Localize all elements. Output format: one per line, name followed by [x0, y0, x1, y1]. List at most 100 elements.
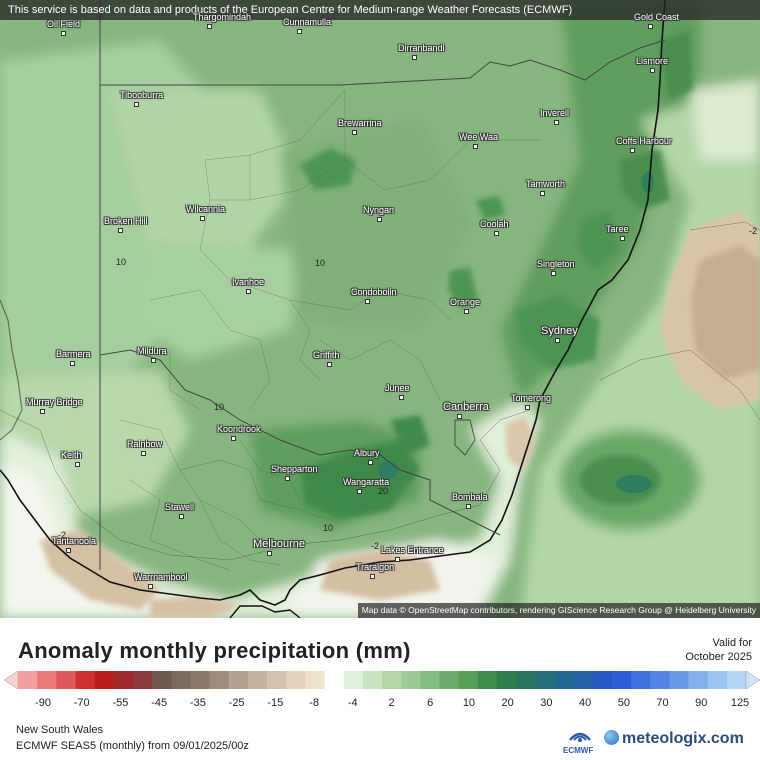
colorbar-tick-label: -35 — [189, 697, 206, 709]
colorbar-bin — [324, 671, 345, 689]
valid-for: Valid for October 2025 — [685, 636, 752, 664]
city-label: Warrnambool — [134, 572, 188, 582]
city-marker — [61, 31, 66, 36]
colorbar-bin — [439, 671, 460, 689]
contour-value: 20 — [378, 486, 389, 496]
city-marker — [620, 236, 625, 241]
city-marker — [377, 217, 382, 222]
city-label: Tomerong — [511, 393, 552, 403]
city-label: Tantanoola — [52, 536, 97, 546]
city-label: Broken Hill — [104, 216, 148, 226]
colorbar-bin — [37, 671, 57, 689]
anomaly-peak-ocean — [616, 475, 652, 493]
colorbar-bin — [113, 671, 134, 689]
city-label: Mildura — [137, 346, 167, 356]
district-borders — [119, 89, 540, 571]
colorbar-bin — [362, 671, 383, 689]
colorbar-bin — [132, 671, 153, 689]
city-label: Traralgon — [356, 562, 395, 572]
city-label: Shepparton — [271, 464, 318, 474]
city-label: Stawell — [165, 502, 195, 512]
city-marker — [267, 551, 272, 556]
colorbar-tick-label: 20 — [501, 697, 514, 709]
coastline — [0, 0, 666, 606]
city-marker — [365, 299, 370, 304]
city-marker — [179, 514, 184, 519]
contour-value: 10 — [214, 402, 225, 412]
colorbar-bin — [286, 671, 306, 689]
precipitation-anomaly-map[interactable] — [0, 0, 760, 618]
city-label: Cunnamulla — [283, 17, 332, 27]
colorbar-bin — [554, 671, 574, 689]
model-run-label: ECMWF SEAS5 (monthly) from 09/01/2025/00… — [16, 740, 249, 752]
contour-value: 10 — [315, 258, 326, 268]
colorbar-bin — [401, 671, 421, 689]
colorbar-bin — [18, 671, 38, 689]
valid-period: October 2025 — [685, 651, 752, 663]
city-label: Koondrook — [217, 424, 261, 434]
colorbar-tick-label: 125 — [730, 697, 750, 709]
city-label: Junee — [385, 383, 410, 393]
colorbar-tick-label: -90 — [35, 697, 51, 709]
city-marker — [554, 120, 559, 125]
colorbar-bin — [228, 671, 249, 689]
city-marker — [352, 130, 357, 135]
city-marker — [246, 289, 251, 294]
city-marker — [630, 148, 635, 153]
city-marker — [555, 338, 560, 343]
city-marker — [464, 309, 469, 314]
city-label: Albury — [354, 448, 380, 458]
city-label: Condobolin — [351, 287, 397, 297]
city-label: Murray Bridge — [26, 397, 83, 407]
colorbar-bin — [573, 671, 594, 689]
city-marker — [327, 362, 332, 367]
colorbar-bin — [726, 671, 747, 689]
colorbar-bin — [56, 671, 76, 689]
city-label: Rainbow — [127, 439, 163, 449]
city-label: Griffith — [313, 350, 340, 360]
colorbar — [4, 671, 760, 689]
city-marker — [648, 24, 653, 29]
city-marker — [494, 231, 499, 236]
city-marker — [285, 476, 290, 481]
colorbar-bin — [707, 671, 728, 689]
city-label: Coolah — [480, 219, 509, 229]
contour-value: -2 — [58, 530, 67, 540]
colorbar-bin — [209, 671, 230, 689]
colorbar-bin — [267, 671, 287, 689]
city-label: Barmera — [56, 349, 91, 359]
city-marker — [40, 409, 45, 414]
meteologix-brand-text: meteologix.com — [622, 730, 744, 747]
meteologix-brand[interactable]: meteologix.com — [604, 730, 744, 748]
city-marker — [412, 55, 417, 60]
colorbar-tick-label: 90 — [695, 697, 708, 709]
city-marker — [650, 68, 655, 73]
contour-value: -2 — [371, 541, 380, 551]
city-marker — [357, 489, 362, 494]
valid-label: Valid for — [712, 637, 752, 649]
city-label: Wangaratta — [343, 477, 390, 487]
colorbar-bin — [152, 671, 172, 689]
colorbar-max-arrow — [745, 671, 760, 689]
colorbar-bin — [305, 671, 325, 689]
city-marker — [151, 358, 156, 363]
city-marker — [66, 548, 71, 553]
city-marker — [231, 436, 236, 441]
colorbar-tick-label: 70 — [656, 697, 669, 709]
anomaly-peak-coffs — [642, 171, 654, 193]
colorbar-bin — [75, 671, 96, 689]
contour-value: -2 — [749, 226, 758, 236]
colorbar-tick-label: 50 — [617, 697, 630, 709]
region-label: New South Wales — [16, 724, 104, 736]
city-marker — [75, 462, 80, 467]
city-marker — [134, 102, 139, 107]
city-marker — [368, 460, 373, 465]
colorbar-tick-label: -4 — [347, 697, 358, 709]
colorbar-bin — [650, 671, 670, 689]
colorbar-tick-label: -45 — [151, 697, 168, 709]
ecmwf-logo-icon — [569, 732, 591, 742]
colorbar-bin — [382, 671, 402, 689]
contour-value: 10 — [323, 523, 334, 533]
meteologix-globe-icon — [604, 730, 619, 745]
ecmwf-notice: This service is based on data and produc… — [0, 0, 760, 20]
